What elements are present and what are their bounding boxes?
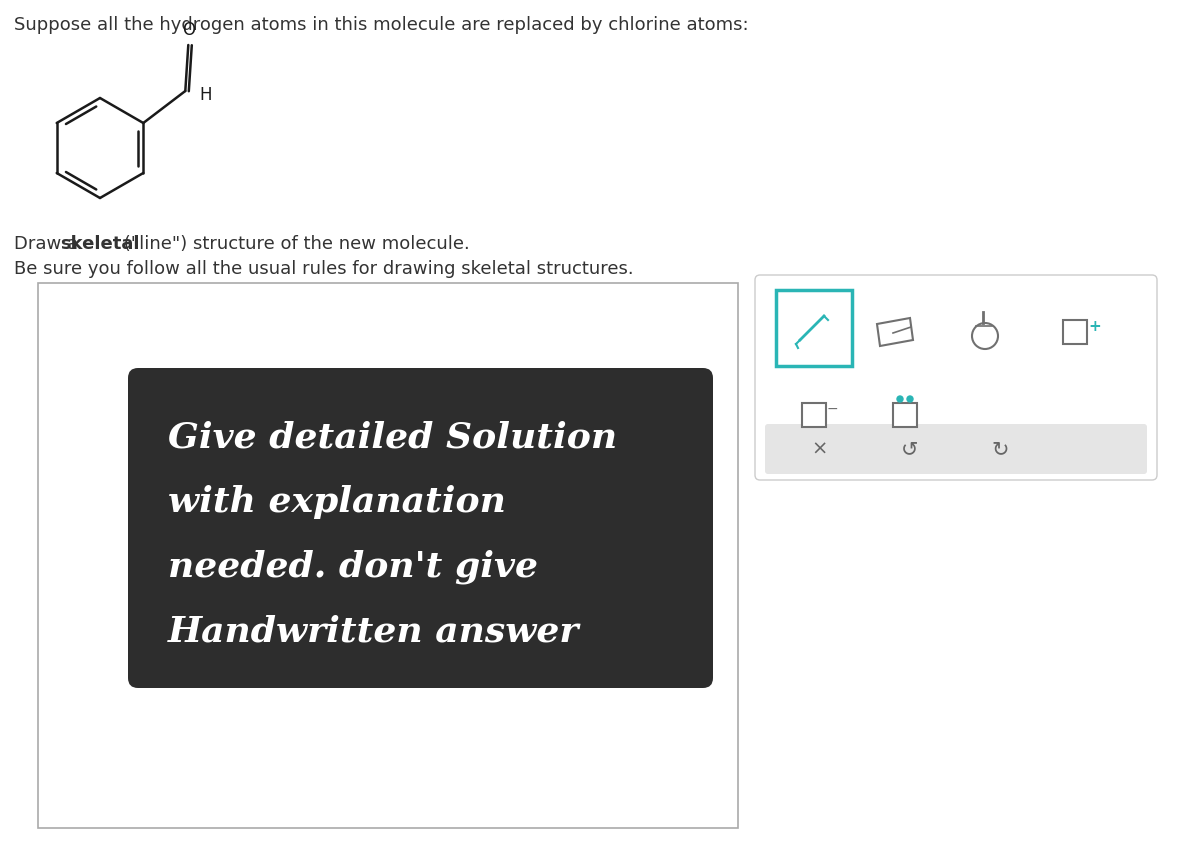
Text: Give detailed Solution: Give detailed Solution bbox=[168, 420, 617, 454]
Text: Handwritten answer: Handwritten answer bbox=[168, 615, 580, 649]
FancyBboxPatch shape bbox=[766, 424, 1147, 474]
Text: with explanation: with explanation bbox=[168, 485, 506, 519]
Text: Be sure you follow all the usual rules for drawing skeletal structures.: Be sure you follow all the usual rules f… bbox=[14, 260, 634, 278]
Circle shape bbox=[898, 396, 904, 402]
FancyBboxPatch shape bbox=[1063, 320, 1087, 344]
Text: Draw a: Draw a bbox=[14, 235, 84, 253]
Text: ("line") structure of the new molecule.: ("line") structure of the new molecule. bbox=[118, 235, 469, 253]
FancyBboxPatch shape bbox=[755, 275, 1157, 480]
Text: needed. don't give: needed. don't give bbox=[168, 550, 538, 585]
Text: ↺: ↺ bbox=[901, 439, 919, 459]
Text: −: − bbox=[827, 402, 839, 416]
Text: ×: × bbox=[812, 439, 828, 458]
Text: +: + bbox=[1088, 319, 1100, 334]
Text: O: O bbox=[182, 21, 194, 39]
Text: H: H bbox=[199, 86, 212, 104]
Text: ↻: ↻ bbox=[991, 439, 1009, 459]
FancyBboxPatch shape bbox=[776, 290, 852, 366]
Text: Suppose all the hydrogen atoms in this molecule are replaced by chlorine atoms:: Suppose all the hydrogen atoms in this m… bbox=[14, 16, 749, 34]
Text: skeletal: skeletal bbox=[60, 235, 139, 253]
FancyBboxPatch shape bbox=[128, 368, 713, 688]
FancyBboxPatch shape bbox=[893, 403, 917, 427]
Circle shape bbox=[907, 396, 913, 402]
FancyBboxPatch shape bbox=[38, 283, 738, 828]
FancyBboxPatch shape bbox=[802, 403, 826, 427]
